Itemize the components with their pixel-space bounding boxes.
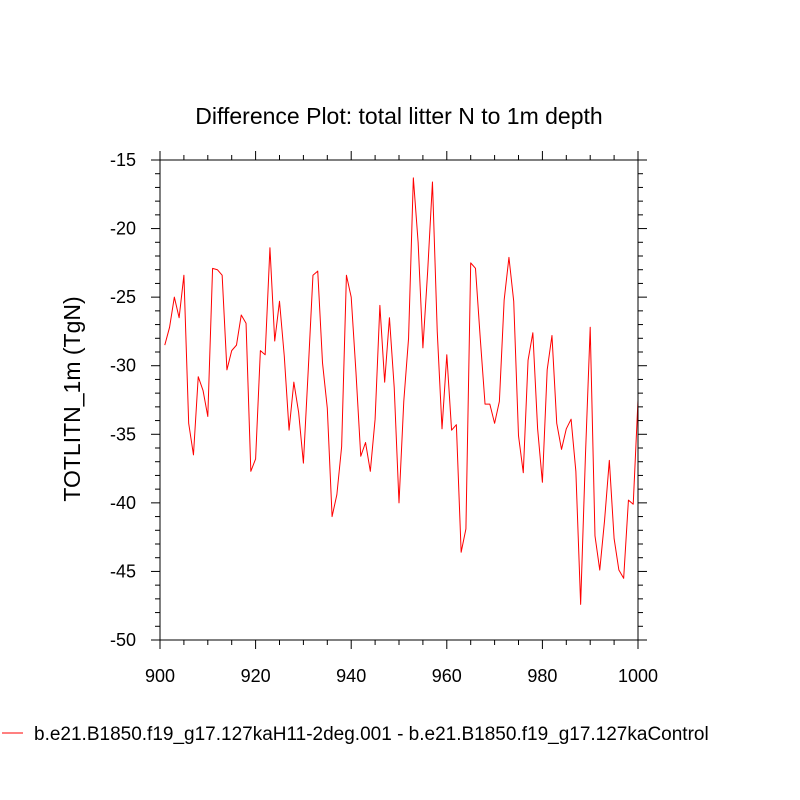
x-tick-label: 960 <box>432 666 462 686</box>
y-tick-label: -15 <box>110 150 136 170</box>
x-tick-label: 980 <box>527 666 557 686</box>
plot-frame <box>159 159 639 641</box>
legend: b.e21.B1850.f19_g17.127kaH11-2deg.001 - … <box>2 724 709 745</box>
y-tick-label: -25 <box>110 287 136 307</box>
y-tick-label: -45 <box>110 561 136 581</box>
y-tick-label: -50 <box>110 630 136 650</box>
y-tick-label: -20 <box>110 219 136 239</box>
axis-ticks <box>151 151 647 649</box>
legend-label: b.e21.B1850.f19_g17.127kaH11-2deg.001 - … <box>34 724 709 745</box>
x-tick-label: 900 <box>145 666 175 686</box>
y-tick-label: -40 <box>110 493 136 513</box>
y-axis-label: TOTLITN_1m (TgN) <box>59 296 85 501</box>
y-tick-label: -30 <box>110 356 136 376</box>
tick-labels: 900 920 940 960 980 1000 -50 -45 -40 -35 -30 -25 -20… <box>110 150 658 686</box>
chart-title: Difference Plot: total litter N to 1m de… <box>195 103 602 129</box>
x-tick-label: 920 <box>241 666 271 686</box>
series-line <box>164 177 639 605</box>
y-tick-label: -35 <box>110 424 136 444</box>
x-tick-label: 1000 <box>618 666 658 686</box>
x-tick-label: 940 <box>336 666 366 686</box>
series-lines <box>164 177 639 605</box>
